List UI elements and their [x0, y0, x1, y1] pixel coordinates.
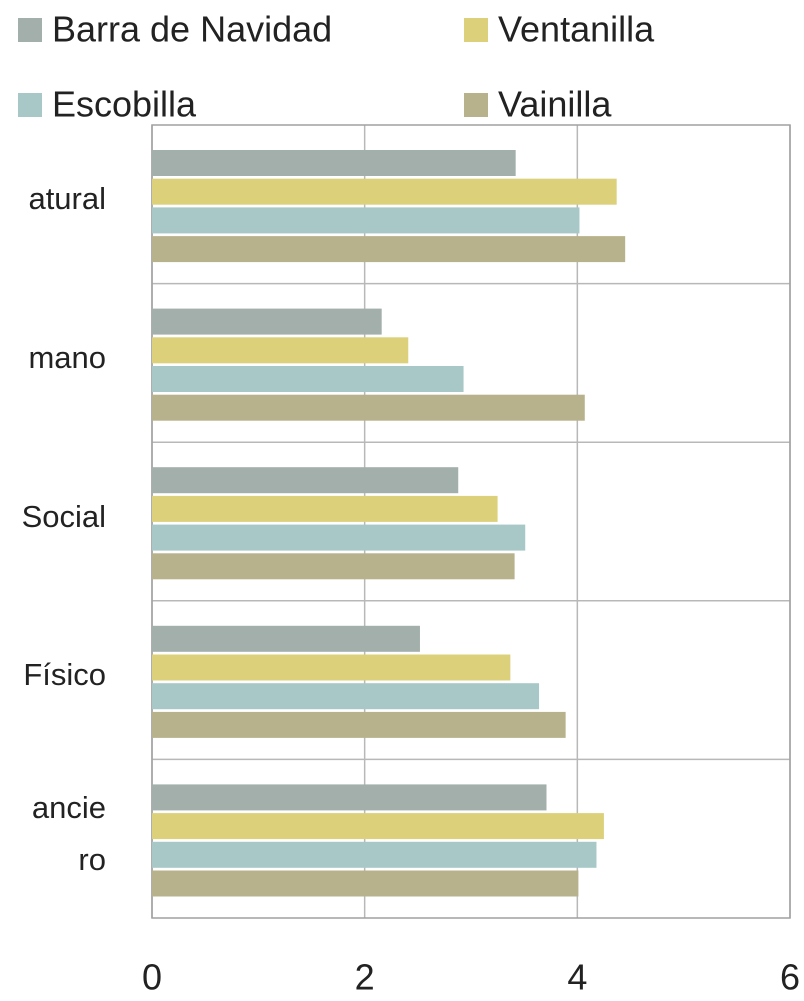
bar: [152, 841, 597, 868]
bar: [152, 337, 409, 364]
bar: [152, 308, 382, 335]
x-tick-label: 2: [355, 957, 375, 998]
bar: [152, 711, 566, 738]
x-tick-label: 6: [780, 957, 800, 998]
y-tick-label: Físico: [23, 657, 106, 693]
bar: [152, 625, 420, 652]
y-tick-label: Social: [21, 498, 106, 534]
bar: [152, 394, 585, 421]
bar: [152, 813, 604, 840]
y-tick-label: atural: [28, 181, 106, 217]
x-tick-label: 4: [567, 957, 587, 998]
bar: [152, 553, 515, 580]
bar: [152, 150, 516, 176]
y-tick-label: mano: [28, 339, 106, 375]
bar: [152, 467, 459, 494]
bar: [152, 236, 626, 263]
bar: [152, 495, 498, 522]
x-tick-label: 0: [142, 957, 162, 998]
legend-swatch: [464, 93, 488, 117]
bar: [152, 654, 511, 681]
legend-label: Ventanilla: [498, 9, 655, 50]
y-tick-label: ancie ro: [31, 789, 106, 877]
legend-swatch: [18, 18, 42, 42]
bar: [152, 524, 526, 551]
bar: [152, 683, 540, 710]
bar: [152, 870, 579, 897]
legend-label: Escobilla: [52, 84, 197, 125]
legend-swatch: [18, 93, 42, 117]
legend-label: Barra de Navidad: [52, 9, 332, 50]
bar: [152, 207, 580, 234]
bar: [152, 178, 617, 205]
legend-swatch: [464, 18, 488, 42]
bar: [152, 366, 464, 392]
legend-label: Vainilla: [498, 84, 612, 125]
bar: [152, 784, 547, 811]
